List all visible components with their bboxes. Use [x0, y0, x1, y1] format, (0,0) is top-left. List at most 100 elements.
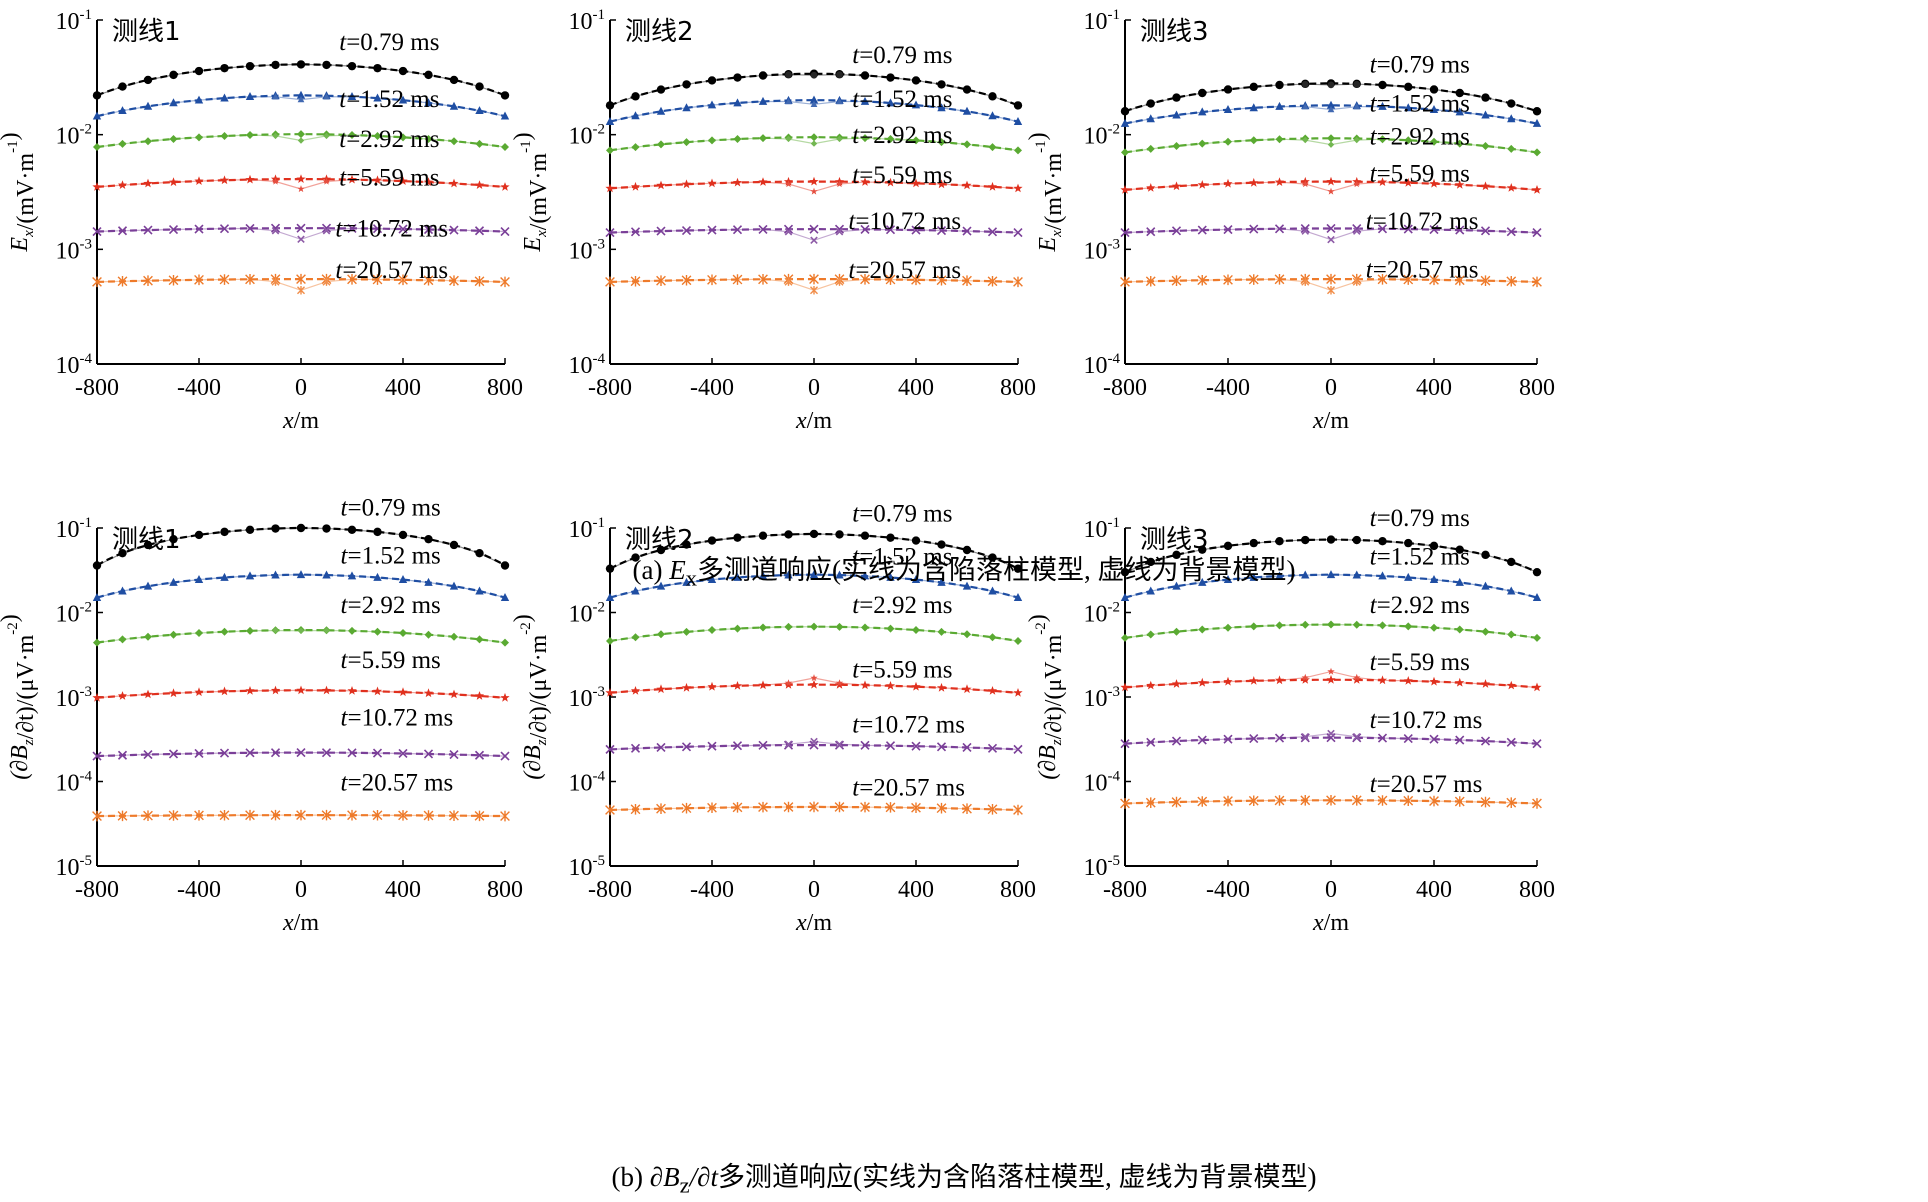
time-label: t=20.57 ms	[341, 770, 454, 797]
time-label: t=1.52 ms	[1370, 543, 1470, 570]
series-point	[1014, 146, 1022, 155]
series-point-anomaly	[323, 93, 330, 100]
series-point	[962, 85, 972, 94]
x-tick-label: -400	[1206, 375, 1250, 401]
series-point	[1300, 224, 1310, 234]
series-point	[1507, 99, 1516, 108]
series-point-anomaly	[1327, 141, 1335, 148]
series-point-anomaly	[1327, 187, 1335, 195]
series-point	[1275, 80, 1284, 90]
series-point	[1120, 276, 1130, 288]
series-point	[92, 111, 102, 120]
series-point	[911, 741, 921, 751]
series-point	[962, 803, 972, 814]
series-point	[296, 60, 306, 69]
series-point	[1507, 557, 1516, 567]
series-point	[92, 692, 102, 702]
series-point	[1013, 564, 1023, 573]
series-t-2.92	[1121, 620, 1541, 642]
series-point	[398, 810, 408, 821]
series-point	[707, 681, 717, 691]
series-point-anomaly	[271, 227, 280, 235]
series-point	[270, 685, 281, 695]
series-point	[1480, 679, 1491, 688]
series-point	[424, 98, 433, 107]
series-point	[1223, 178, 1233, 188]
series-t-0.79	[92, 523, 510, 570]
series-point	[1223, 676, 1233, 686]
series-point	[1404, 538, 1413, 548]
time-label: t=5.59 ms	[1370, 161, 1470, 188]
series-point	[398, 95, 408, 104]
series-t-0.79	[1120, 535, 1542, 577]
series-point-anomaly	[1301, 180, 1309, 188]
x-tick-label: 400	[1416, 375, 1452, 401]
series-point	[372, 175, 383, 185]
time-label: t=10.72 ms	[852, 712, 965, 739]
series-point	[937, 103, 946, 112]
series-point	[1301, 535, 1310, 545]
series-point	[885, 225, 896, 235]
series-point	[1377, 675, 1388, 685]
series-point	[423, 274, 434, 286]
series-point	[707, 76, 717, 85]
series-point	[1275, 571, 1284, 580]
series-point	[962, 581, 972, 590]
y-tick-label: 10-2	[569, 600, 606, 628]
series-point	[219, 175, 230, 185]
time-label: t=1.52 ms	[339, 86, 439, 113]
series-point	[936, 179, 947, 189]
series-point	[708, 625, 716, 634]
series-point	[271, 524, 280, 533]
series-point	[963, 630, 971, 639]
series-point	[1481, 93, 1490, 102]
series-t-2.92	[93, 130, 509, 152]
series-point-anomaly	[785, 71, 792, 78]
series-point	[245, 92, 255, 101]
series-point	[1248, 795, 1259, 807]
x-tick-label: -800	[588, 375, 632, 401]
series-point	[398, 274, 408, 286]
series-point	[1223, 541, 1233, 551]
series-point	[348, 626, 356, 635]
series-point	[1120, 118, 1130, 127]
series-point	[1223, 85, 1233, 94]
series-point	[758, 801, 768, 813]
series-point	[220, 627, 229, 636]
series-point	[1532, 107, 1542, 116]
series-point	[1326, 674, 1336, 684]
series-point	[143, 275, 153, 286]
series-point	[195, 133, 203, 142]
series-point	[118, 548, 127, 558]
series-point	[500, 226, 510, 237]
series-point	[1326, 176, 1336, 186]
series-point	[1507, 630, 1516, 639]
series-point	[245, 571, 255, 580]
series-point	[962, 545, 972, 555]
series-point	[1326, 100, 1336, 109]
series-point-anomaly	[835, 180, 844, 188]
series-line-dashed	[96, 573, 506, 599]
series-point	[424, 135, 433, 144]
series-point	[322, 524, 331, 533]
series-point	[424, 534, 433, 544]
series-point	[1429, 85, 1439, 94]
series-point	[500, 561, 510, 570]
series-point-anomaly	[836, 71, 843, 78]
time-label: t=0.79 ms	[1370, 505, 1470, 532]
series-point	[168, 810, 179, 821]
series-point	[1274, 177, 1285, 186]
series-point	[1274, 795, 1285, 806]
y-axis-label: Ex/(mV·m-1)	[510, 132, 552, 252]
series-point	[1197, 735, 1207, 745]
series-point	[886, 572, 895, 581]
series-point	[1013, 228, 1023, 238]
series-point	[424, 630, 433, 639]
series-point	[245, 274, 255, 285]
series-point	[1120, 107, 1130, 116]
series-point	[656, 106, 666, 115]
series-point	[988, 633, 997, 642]
series-point	[500, 692, 510, 702]
series-point	[963, 140, 971, 149]
series-point	[605, 744, 615, 754]
